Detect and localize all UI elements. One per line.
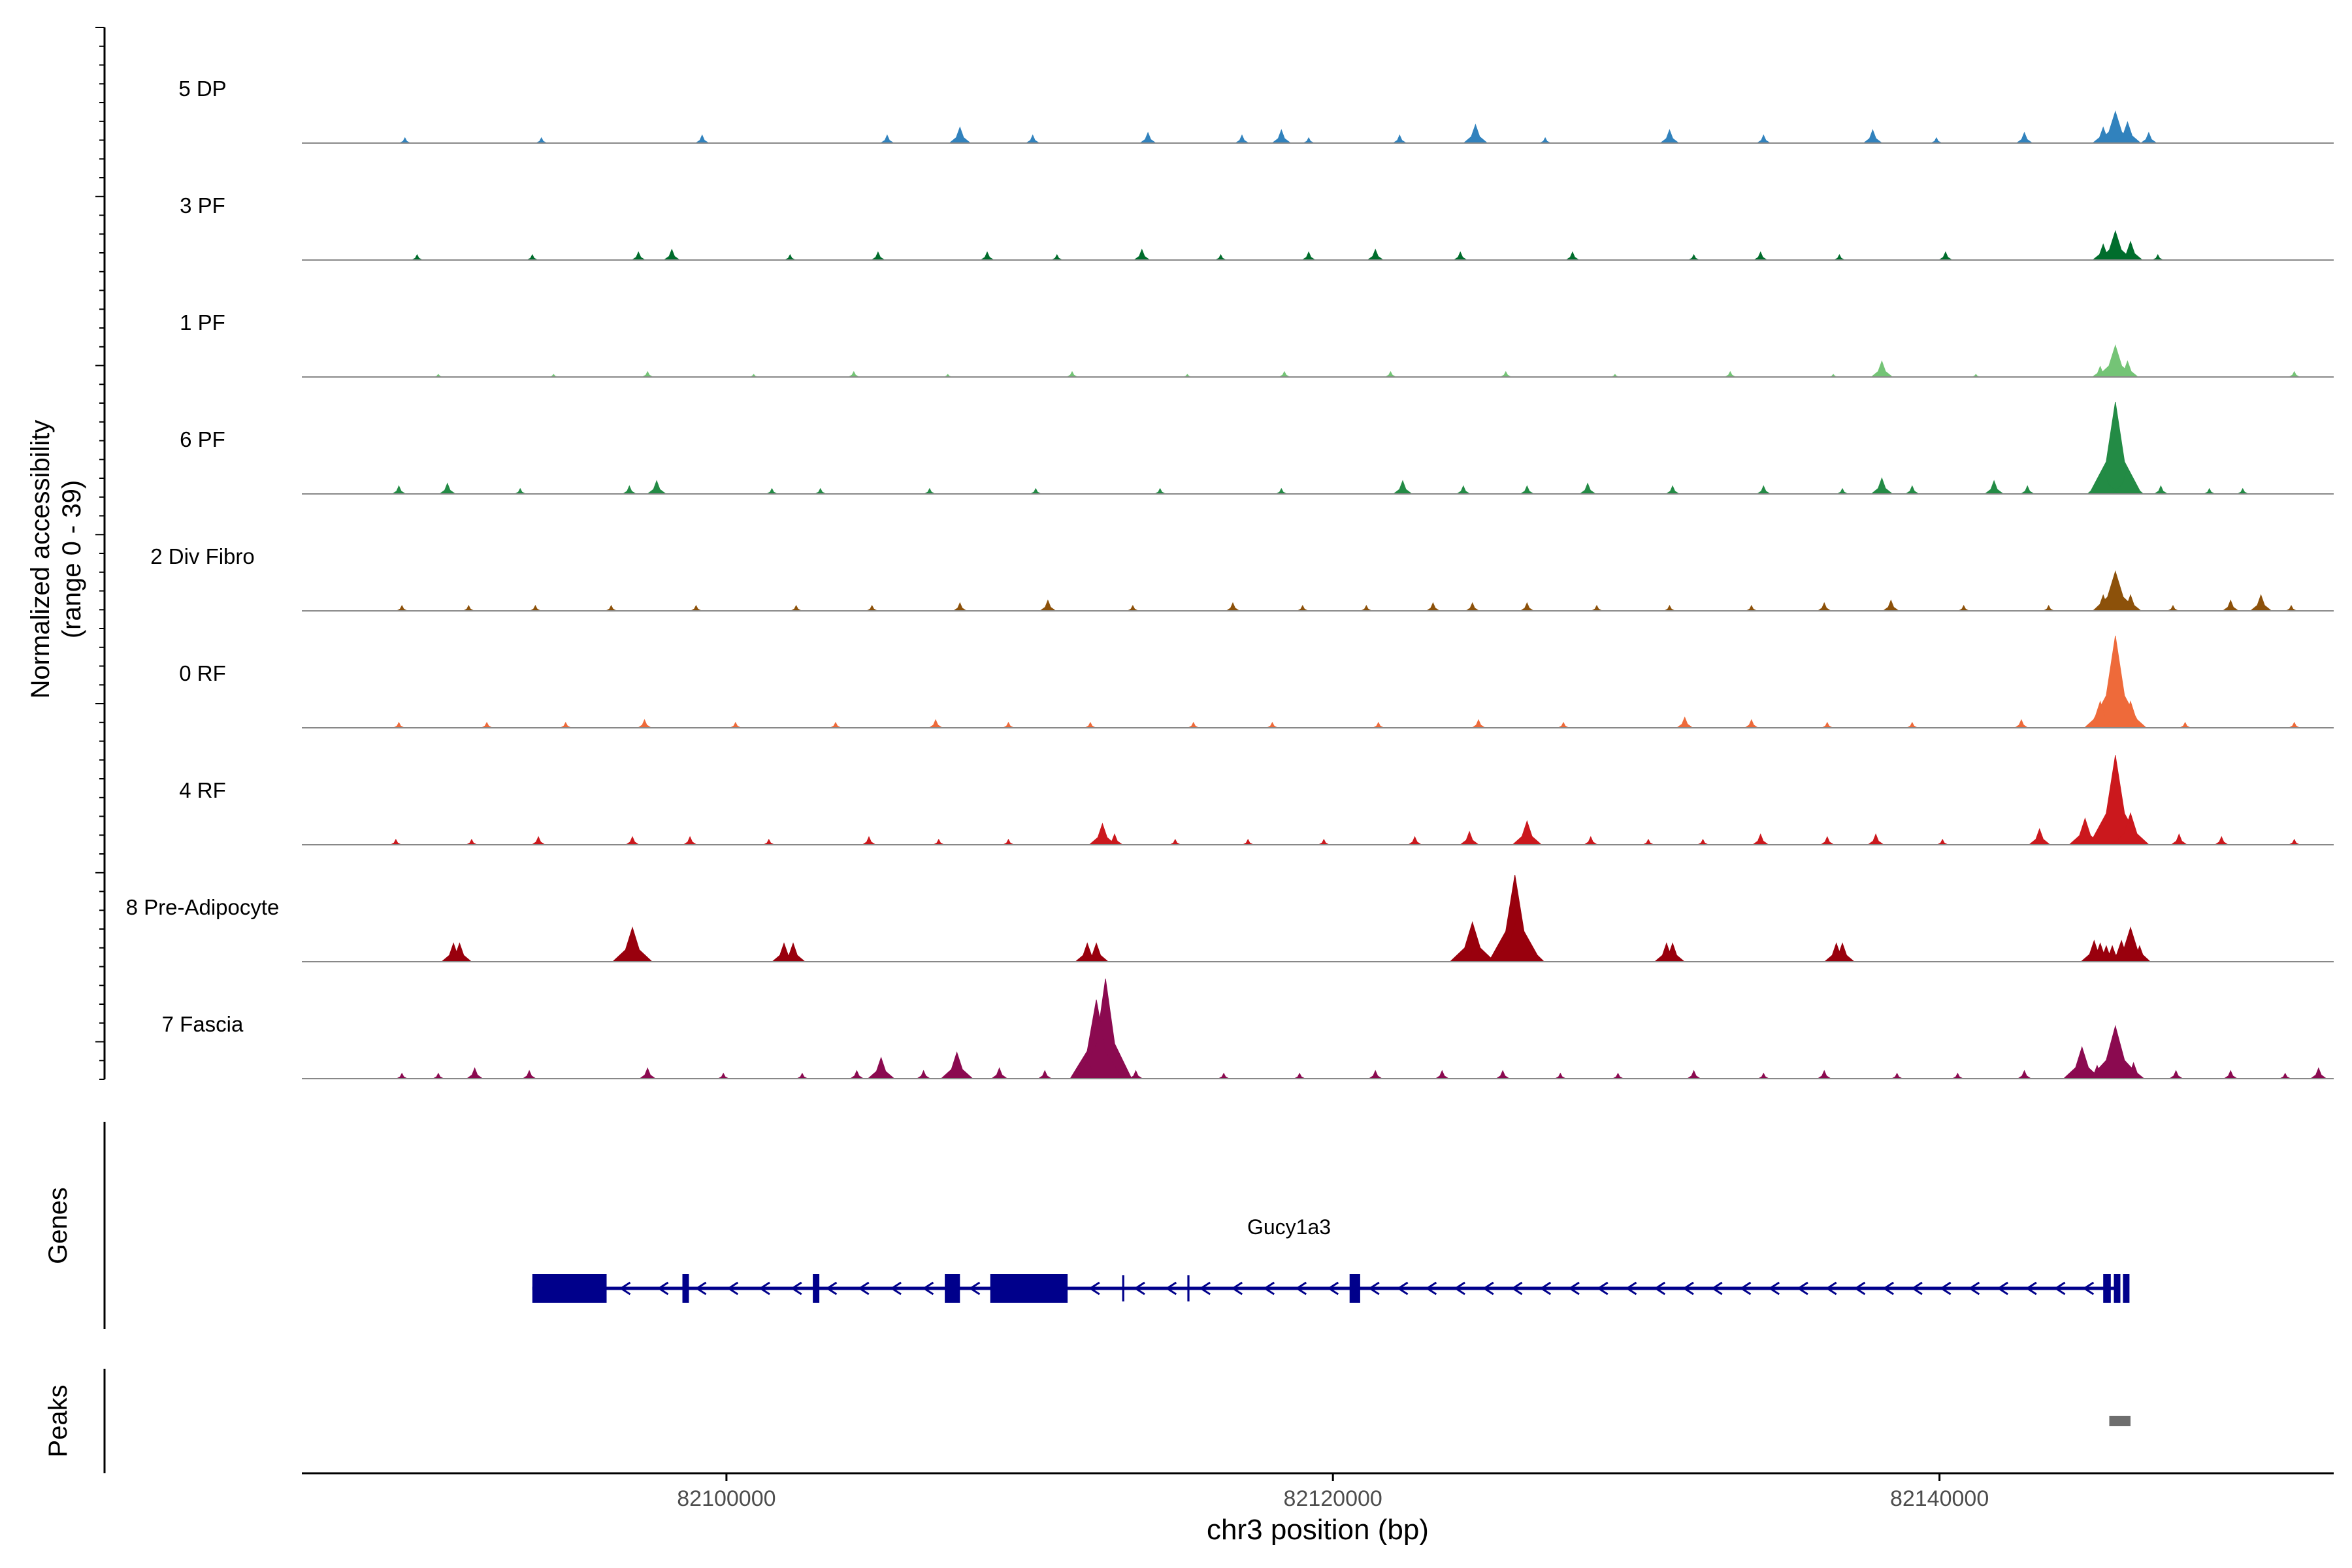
strand-arrow	[657, 1281, 669, 1296]
strand-arrow	[694, 1281, 707, 1296]
strand-arrow	[2053, 1281, 2066, 1296]
strand-arrow	[1597, 1281, 1609, 1296]
strand-arrow	[727, 1281, 739, 1296]
y-axis-label-line1: Normalized accessibility	[26, 420, 55, 699]
strand-arrow	[1854, 1281, 1866, 1296]
peaks-panel-label: Peaks	[44, 1384, 73, 1457]
x-axis: 82100000 82120000 82140000	[677, 1473, 1989, 1511]
track-label: 7 Fascia	[162, 1012, 244, 1036]
track-1: 3 PF	[180, 193, 2334, 261]
strand-arrow	[2082, 1281, 2095, 1296]
strand-arrow	[1368, 1281, 1380, 1296]
strand-arrow	[890, 1281, 902, 1296]
gene-exon	[1349, 1274, 1360, 1303]
track-label: 8 Pre-Adipocyte	[126, 895, 280, 919]
gene-exon	[813, 1274, 820, 1303]
gene-exon	[532, 1274, 607, 1303]
gene-exon	[682, 1274, 689, 1303]
strand-arrow	[857, 1281, 870, 1296]
track-8: 7 Fascia	[162, 978, 2334, 1079]
strand-arrow	[1654, 1281, 1666, 1296]
gene-exon	[1187, 1275, 1190, 1301]
gene-exon	[2103, 1274, 2111, 1303]
strand-arrow	[1825, 1281, 1837, 1296]
track-4: 2 Div Fibro	[150, 544, 2334, 612]
strand-arrow	[1997, 1281, 2008, 1296]
strand-arrow	[1295, 1281, 1307, 1296]
strand-arrow	[1710, 1281, 1723, 1296]
strand-arrow	[1768, 1281, 1780, 1296]
strand-arrow	[1425, 1281, 1437, 1296]
x-tick-label: 82140000	[1890, 1486, 1989, 1511]
strand-arrow	[1088, 1281, 1100, 1296]
x-tick-label: 82100000	[677, 1486, 776, 1511]
track-7: 8 Pre-Adipocyte	[126, 875, 2334, 962]
peak-regions	[2109, 1416, 2131, 1426]
x-axis-label: chr3 position (bp)	[1207, 1514, 1429, 1546]
track-label: 6 PF	[180, 427, 225, 451]
coverage-area	[412, 230, 2164, 261]
gene-model	[532, 1274, 2130, 1303]
track-2: 1 PF	[180, 310, 2334, 378]
strand-arrow	[922, 1281, 934, 1296]
strand-arrow	[825, 1281, 838, 1296]
strand-arrow	[1511, 1281, 1523, 1296]
strand-arrow	[619, 1281, 631, 1296]
gene-name-label: Gucy1a3	[1247, 1215, 1331, 1239]
strand-arrow	[968, 1281, 981, 1296]
strand-arrow	[2025, 1281, 2037, 1296]
strand-arrow	[1396, 1281, 1409, 1296]
gene-exon	[2114, 1274, 2121, 1303]
track-0: 5 DP	[178, 76, 2334, 144]
track-6: 4 RF	[179, 755, 2334, 845]
coverage-area	[390, 755, 2300, 845]
strand-arrow	[1231, 1281, 1243, 1296]
strand-arrow	[1682, 1281, 1694, 1296]
coverage-area	[440, 875, 2151, 962]
strand-arrow	[1568, 1281, 1580, 1296]
gene-exon	[2123, 1274, 2130, 1303]
gene-exon	[945, 1274, 960, 1303]
track-label: 4 RF	[179, 778, 226, 802]
strand-arrow	[1882, 1281, 1894, 1296]
tracks-layer: 5 DP 3 PF 1 PF 6 PF 2 Div Fibro 0 RF 4 RF 8 Pre…	[126, 76, 2334, 1079]
coverage-area	[396, 570, 2297, 612]
strand-arrow	[1968, 1281, 1980, 1296]
x-tick-label: 82120000	[1284, 1486, 1382, 1511]
strand-arrow	[1199, 1281, 1211, 1296]
y-axis	[95, 27, 106, 1080]
strand-arrow	[1911, 1281, 1923, 1296]
genes-panel-label: Genes	[44, 1187, 73, 1264]
gene-exon	[1122, 1275, 1124, 1301]
strand-arrow	[759, 1281, 770, 1296]
strand-arrow	[1539, 1281, 1552, 1296]
strand-arrow	[1327, 1281, 1339, 1296]
strand-arrow	[1134, 1281, 1145, 1296]
track-label: 5 DP	[178, 76, 226, 101]
coverage-area	[393, 636, 2300, 728]
track-label: 3 PF	[180, 193, 225, 218]
strand-arrow	[1625, 1281, 1637, 1296]
coverage-area	[434, 344, 2300, 378]
coverage-area	[396, 978, 2328, 1079]
track-label: 2 Div Fibro	[150, 544, 255, 568]
strand-arrow	[1263, 1281, 1275, 1296]
track-label: 1 PF	[180, 310, 225, 335]
strand-arrow	[1454, 1281, 1465, 1296]
strand-arrow	[1797, 1281, 1808, 1296]
strand-arrow	[1165, 1281, 1177, 1296]
strand-arrow	[1939, 1281, 1952, 1296]
strand-arrow	[1739, 1281, 1752, 1296]
peak-region	[2109, 1416, 2131, 1426]
strand-arrow	[1482, 1281, 1494, 1296]
coverage-area	[391, 402, 2249, 495]
track-3: 6 PF	[180, 402, 2334, 495]
coverage-area	[399, 110, 2158, 144]
gene-exon	[990, 1274, 1068, 1303]
track-label: 0 RF	[179, 661, 226, 685]
y-axis-label-line2: (range 0 - 39)	[57, 480, 86, 638]
track-5: 0 RF	[179, 636, 2334, 728]
strand-arrow	[790, 1281, 802, 1296]
